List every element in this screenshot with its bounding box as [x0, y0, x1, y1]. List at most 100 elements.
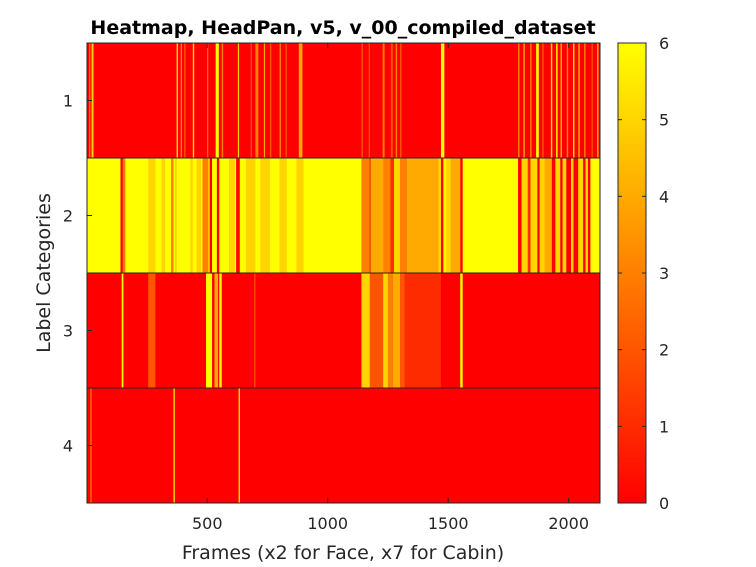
heatmap-cell [368, 158, 372, 273]
x-axis-label: Frames (x2 for Face, x7 for Cabin) [182, 542, 504, 564]
y-tick-label: 1 [63, 92, 73, 111]
heatmap-cell [573, 43, 575, 158]
heatmap-cell [190, 158, 193, 273]
x-axis: 500 1000 1500 2000 [192, 43, 589, 533]
colorbar-tick-label: 6 [659, 34, 669, 53]
heatmap-cell [219, 273, 222, 388]
heatmap-cell [173, 388, 175, 503]
heatmap-cell [445, 158, 451, 273]
heatmap-cell [236, 158, 240, 273]
heatmap-cell [250, 43, 252, 158]
heatmap-cell [440, 158, 444, 273]
heatmap-cell [298, 43, 303, 158]
heatmap-cell [206, 273, 213, 388]
heatmap-cell [536, 43, 539, 158]
heatmap-cell [539, 158, 545, 273]
heatmap-cell [566, 43, 569, 158]
heatmap-cell [542, 43, 544, 158]
heatmap-cell [175, 158, 177, 273]
heatmap-cell [544, 158, 552, 273]
heatmap-cell [383, 273, 388, 388]
heatmap-cell [368, 43, 370, 158]
heatmap-cell [450, 158, 461, 273]
heatmap-cell [171, 158, 174, 273]
heatmap-cell [551, 158, 556, 273]
heatmap-cell [460, 273, 463, 388]
heatmap-cell [587, 158, 591, 273]
heatmap-cell [578, 43, 580, 158]
heatmap-cell [361, 43, 363, 158]
heatmap-cell [562, 158, 567, 273]
heatmap-cell [560, 43, 562, 158]
heatmap-cell [279, 158, 287, 273]
heatmap-cell [255, 43, 259, 158]
heatmap-cell [530, 43, 532, 158]
heatmap-cell [221, 43, 224, 158]
heatmap-cell [209, 158, 213, 273]
heatmap-cell [176, 43, 178, 158]
heatmap-cell [285, 43, 287, 158]
heatmap-cell [404, 273, 441, 388]
heatmap-cell [460, 158, 463, 273]
heatmap-cell [121, 273, 124, 388]
heatmap-cell [263, 43, 266, 158]
colorbar-tick-label: 1 [659, 417, 669, 436]
heatmap-cell [395, 43, 398, 158]
y-axis: 1 2 3 4 [63, 92, 92, 456]
heatmap-cell [556, 43, 558, 158]
heatmap-cell [184, 43, 186, 158]
heatmap-cell [390, 158, 394, 273]
heatmap-cell [591, 43, 593, 158]
heatmap-cell [573, 158, 579, 273]
heatmap-cell [361, 273, 370, 388]
heatmap-cell [161, 158, 166, 273]
heatmap-cell [390, 43, 393, 158]
heatmap-cell [393, 158, 401, 273]
heatmap-cell [371, 158, 384, 273]
heatmap-cell [527, 158, 531, 273]
colorbar-tick-label: 3 [659, 264, 669, 283]
heatmap-row-3 [87, 273, 600, 388]
heatmap-cell [518, 158, 522, 273]
colorbar-tick-label: 0 [659, 494, 669, 513]
y-tick-label: 3 [63, 322, 73, 341]
heatmap-cell [521, 158, 528, 273]
heatmap-row-1 [87, 43, 600, 158]
heatmap-cell [438, 158, 441, 273]
heatmap-cell [91, 43, 94, 158]
y-tick-label: 4 [63, 437, 73, 456]
heatmap-cell [382, 43, 385, 158]
heatmap-cell [260, 158, 270, 273]
heatmap-cell [361, 158, 369, 273]
heatmap-cell [238, 388, 241, 503]
heatmap-row-4 [87, 388, 600, 503]
heatmap-cell [550, 43, 553, 158]
colorbar-scale [617, 42, 647, 504]
x-tick-label: 1500 [428, 514, 469, 533]
heatmap-cell [583, 158, 586, 273]
heatmap-cell [530, 158, 538, 273]
heatmap-cell [215, 43, 219, 158]
heatmap-cell [369, 273, 384, 388]
heatmap-cell [400, 43, 402, 158]
heatmap-cell [585, 158, 588, 273]
heatmap-cell [560, 158, 563, 273]
heatmap-cell [269, 43, 272, 158]
heatmap-cell [571, 158, 574, 273]
heatmap-cell [400, 273, 405, 388]
heatmap-cell [392, 273, 401, 388]
heatmap-cell [237, 43, 240, 158]
heatmap-cell [148, 273, 156, 388]
heatmap-cell [407, 158, 415, 273]
x-tick-label: 1000 [307, 514, 348, 533]
colorbar-tick-label: 5 [659, 111, 669, 130]
heatmap-area [86, 42, 601, 504]
heatmap-cell [120, 158, 123, 273]
x-tick-label: 500 [192, 514, 223, 533]
y-tick-label: 2 [63, 207, 73, 226]
heatmap-cell [228, 158, 235, 273]
colorbar: 0 1 2 3 4 5 6 [617, 34, 669, 513]
x-tick-label: 2000 [548, 514, 589, 533]
heatmap-cell [192, 43, 195, 158]
heatmap-cell [440, 43, 445, 158]
